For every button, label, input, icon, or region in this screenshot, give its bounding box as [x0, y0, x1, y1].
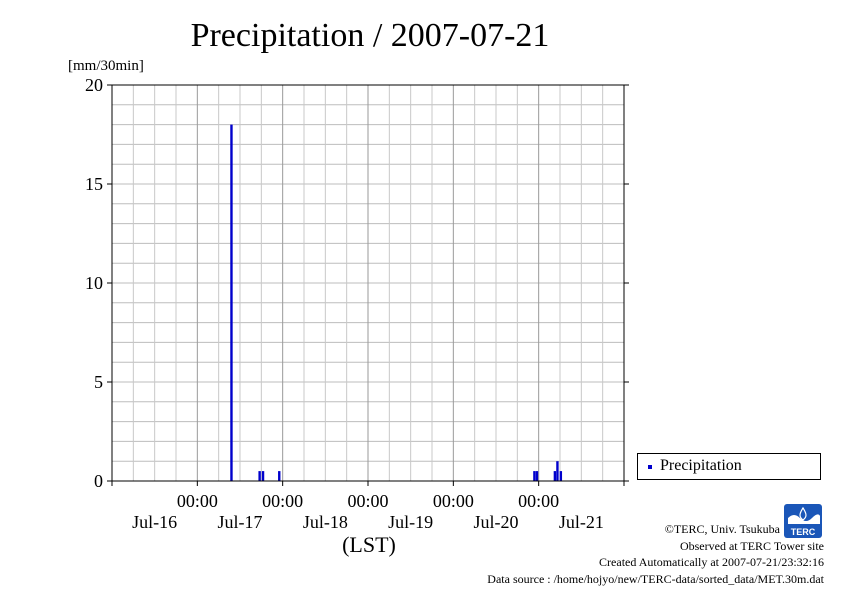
legend-swatch-precipitation — [648, 465, 652, 469]
credit-data-source: Data source : /home/hojyo/new/TERC-data/… — [487, 571, 824, 586]
y-axis-ticks: 0 5 10 15 20 — [85, 75, 629, 491]
x-tick-label-time: 00:00 — [177, 491, 218, 511]
bar-series-precipitation — [230, 124, 563, 481]
credit-created: Created Automatically at 2007-07-21/23:3… — [599, 555, 824, 569]
x-tick-label-time: 00:00 — [262, 491, 303, 511]
x-tick-label-time: 00:00 — [347, 491, 388, 511]
precipitation-bar — [261, 471, 265, 481]
precipitation-bar — [230, 124, 233, 481]
grid-lines — [112, 85, 624, 481]
y-tick-label: 15 — [85, 174, 103, 194]
credits-block: ©TERC, Univ. Tsukuba Observed at TERC To… — [487, 521, 824, 587]
precipitation-bar — [258, 471, 261, 481]
precipitation-bar — [278, 471, 281, 481]
precipitation-bar — [533, 471, 536, 481]
x-tick-label-time: 00:00 — [433, 491, 474, 511]
precipitation-bar — [553, 471, 557, 481]
svg-text:TERC: TERC — [791, 527, 816, 537]
precipitation-bar — [556, 461, 559, 481]
x-tick-label-date: Jul-16 — [132, 512, 177, 532]
credit-observed: Observed at TERC Tower site — [679, 538, 824, 553]
credit-copyright: ©TERC, Univ. Tsukuba — [664, 522, 780, 536]
x-tick-label-time: 00:00 — [518, 491, 559, 511]
x-tick-label-date: Jul-17 — [218, 512, 263, 532]
x-tick-label-date: Jul-18 — [303, 512, 348, 532]
legend: Precipitation — [637, 453, 821, 480]
chart-title: Precipitation / 2007-07-21 — [191, 17, 550, 54]
x-tick-label-date: Jul-20 — [474, 512, 519, 532]
y-tick-label: 10 — [85, 273, 103, 293]
precipitation-bar — [559, 471, 563, 481]
precipitation-bar — [535, 471, 539, 481]
x-axis-label: (LST) — [342, 532, 396, 557]
terc-logo-icon: TERC — [784, 504, 822, 538]
legend-label-precipitation: Precipitation — [660, 457, 742, 474]
y-tick-label: 0 — [94, 471, 103, 491]
x-tick-label-date: Jul-19 — [388, 512, 433, 532]
y-tick-label: 20 — [85, 75, 103, 95]
y-tick-label: 5 — [94, 372, 103, 392]
x-tick-label-date: Jul-21 — [559, 512, 604, 532]
y-axis-unit-label: [mm/30min] — [68, 58, 144, 74]
